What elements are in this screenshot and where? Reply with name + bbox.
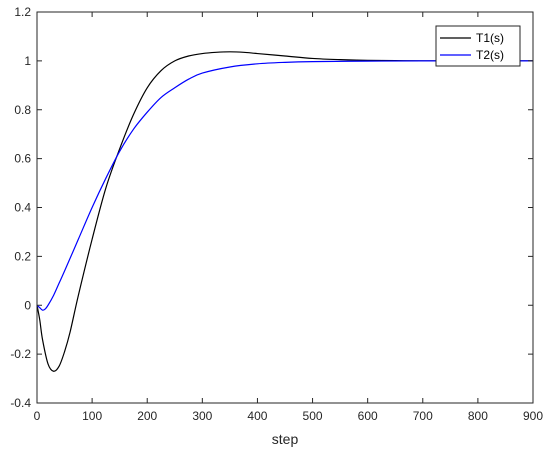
y-tick-label: 0.4 <box>14 201 31 215</box>
x-axis: 0 100 200 300 400 500 600 700 800 900 <box>34 12 543 423</box>
x-axis-title: step <box>272 431 299 447</box>
y-tick-label: 1.2 <box>14 5 31 19</box>
x-tick-label: 0 <box>34 409 41 423</box>
series-line-2 <box>36 60 533 311</box>
y-tick-label: -0.2 <box>10 347 31 361</box>
y-tick-label: 0.8 <box>14 103 31 117</box>
x-tick-label: 500 <box>303 409 323 423</box>
series-line-1 <box>36 51 533 372</box>
y-tick-label: 0 <box>24 298 31 312</box>
y-tick-label: 0.6 <box>14 152 31 166</box>
x-tick-label: 800 <box>468 409 488 423</box>
x-tick-label: 700 <box>413 409 433 423</box>
x-tick-label: 200 <box>137 409 157 423</box>
x-tick-label: 100 <box>82 409 102 423</box>
legend-label: T2(s) <box>476 48 504 62</box>
legend: T1(s) T2(s) <box>435 25 521 67</box>
x-tick-label: 300 <box>192 409 212 423</box>
y-tick-label: 1 <box>24 54 31 68</box>
legend-label: T1(s) <box>476 31 504 45</box>
y-tick-label: 0.2 <box>14 249 31 263</box>
plot-area <box>37 12 533 403</box>
x-tick-label: 600 <box>358 409 378 423</box>
y-tick-label: -0.4 <box>10 396 31 410</box>
x-tick-label: 900 <box>523 409 543 423</box>
series-layer <box>36 51 533 372</box>
x-tick-label: 400 <box>247 409 267 423</box>
y-axis: -0.4 -0.2 0 0.2 0.4 0.6 0.8 1 1.2 <box>10 5 533 410</box>
legend-box <box>435 25 521 67</box>
